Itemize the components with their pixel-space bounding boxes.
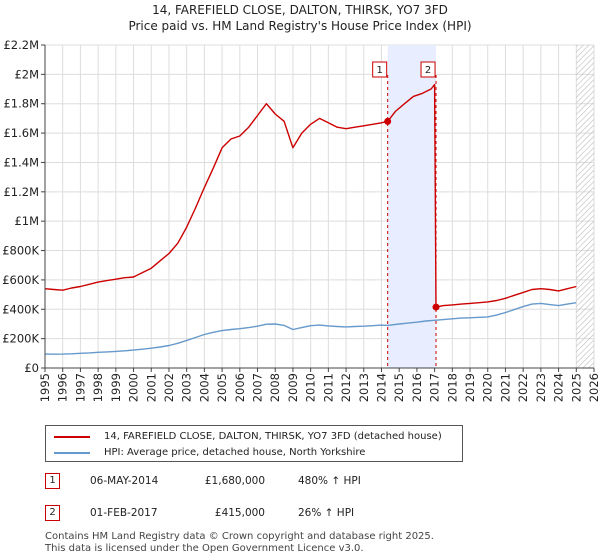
x-tick-label: 2020 — [481, 373, 495, 402]
footer-license: This data is licensed under the Open Gov… — [45, 543, 364, 554]
legend-swatch-property — [54, 435, 90, 438]
sale-point — [432, 303, 440, 311]
y-tick-label: £1.4M — [3, 155, 39, 169]
x-tick-label: 2010 — [304, 373, 318, 402]
transaction-hpi-change: 480% ↑ HPI — [298, 475, 361, 487]
chart-title: 14, FAREFIELD CLOSE, DALTON, THIRSK, YO7… — [152, 3, 448, 17]
x-tick-label: 2024 — [552, 373, 566, 402]
legend-item-property: 14, FAREFIELD CLOSE, DALTON, THIRSK, YO7… — [54, 431, 442, 442]
y-tick-label: £200K — [2, 332, 39, 346]
transaction-number-badge: 1 — [45, 473, 60, 489]
y-tick-label: £400K — [2, 302, 39, 316]
x-tick-label: 1995 — [38, 373, 52, 402]
x-tick-label: 2011 — [321, 373, 335, 402]
x-tick-label: 2023 — [534, 373, 548, 402]
forecast-hatch-area — [576, 45, 594, 368]
plot-area — [45, 45, 594, 368]
transaction-number-badge: 2 — [45, 505, 60, 521]
y-tick-label: £1.2M — [3, 185, 39, 199]
x-tick-label: 1996 — [56, 373, 70, 402]
x-tick-label: 2004 — [197, 373, 211, 402]
transaction-price: £1,680,000 — [204, 475, 265, 487]
chart-subtitle: Price paid vs. HM Land Registry's House … — [128, 19, 472, 33]
x-tick-label: 2016 — [410, 373, 424, 402]
marker-label: 2 — [425, 65, 431, 76]
x-tick-label: 2015 — [392, 373, 406, 402]
x-tick-label: 2018 — [445, 373, 459, 402]
ownership-period-shade — [387, 45, 437, 368]
x-tick-label: 2006 — [233, 373, 247, 402]
legend-label-property: 14, FAREFIELD CLOSE, DALTON, THIRSK, YO7… — [104, 431, 442, 442]
x-tick-label: 2005 — [215, 373, 229, 402]
y-tick-label: £1.6M — [3, 126, 39, 140]
sale-point — [384, 117, 392, 125]
x-tick-label: 2022 — [516, 373, 530, 402]
chart-legend: 14, FAREFIELD CLOSE, DALTON, THIRSK, YO7… — [45, 425, 463, 462]
x-tick-label: 2000 — [127, 373, 141, 402]
y-tick-label: £800K — [2, 244, 39, 258]
x-tick-label: 1997 — [73, 373, 87, 402]
y-tick-label: £600K — [2, 273, 39, 287]
marker-label-box — [372, 61, 388, 78]
x-tick-label: 2013 — [357, 373, 371, 402]
x-tick-label: 2017 — [428, 373, 442, 402]
x-tick-label: 2009 — [286, 373, 300, 402]
transaction-hpi-change: 26% ↑ HPI — [298, 507, 355, 519]
series-line-hpi — [44, 302, 577, 355]
x-tick-label: 2014 — [374, 373, 388, 402]
legend-swatch-hpi — [54, 451, 90, 454]
transaction-date: 01-FEB-2017 — [90, 507, 158, 519]
transaction-price: £415,000 — [214, 507, 265, 519]
x-tick-label: 2019 — [463, 373, 477, 402]
x-tick-label: 2003 — [180, 373, 194, 402]
marker-label-box — [420, 61, 436, 78]
x-tick-label: 1999 — [109, 373, 123, 402]
x-tick-label: 1998 — [91, 373, 105, 402]
y-tick-label: £2M — [14, 67, 39, 81]
y-tick-label: £0 — [24, 361, 39, 375]
y-tick-label: £1.8M — [3, 97, 39, 111]
transaction-date: 06-MAY-2014 — [90, 475, 159, 487]
y-tick-label: £2.2M — [3, 38, 39, 52]
marker-label: 1 — [376, 65, 382, 76]
x-tick-label: 2008 — [268, 373, 282, 402]
footer-copyright: Contains HM Land Registry data © Crown c… — [45, 531, 434, 542]
x-tick-label: 2007 — [251, 373, 265, 402]
y-tick-label: £1M — [14, 214, 39, 228]
x-tick-label: 2026 — [587, 373, 600, 402]
x-tick-label: 2021 — [498, 373, 512, 402]
x-tick-label: 2025 — [569, 373, 583, 402]
x-tick-label: 2001 — [144, 373, 158, 402]
series-line-property — [44, 83, 577, 308]
price-chart: 1 2 £0 £200K £400K £600K £800K £1M £1.2M £1.4M £1… — [2, 38, 600, 402]
x-tick-label: 2012 — [339, 373, 353, 402]
x-tick-label: 2002 — [162, 373, 176, 402]
legend-label-hpi: HPI: Average price, detached house, Nort… — [104, 447, 366, 458]
legend-item-hpi: HPI: Average price, detached house, Nort… — [54, 447, 365, 458]
